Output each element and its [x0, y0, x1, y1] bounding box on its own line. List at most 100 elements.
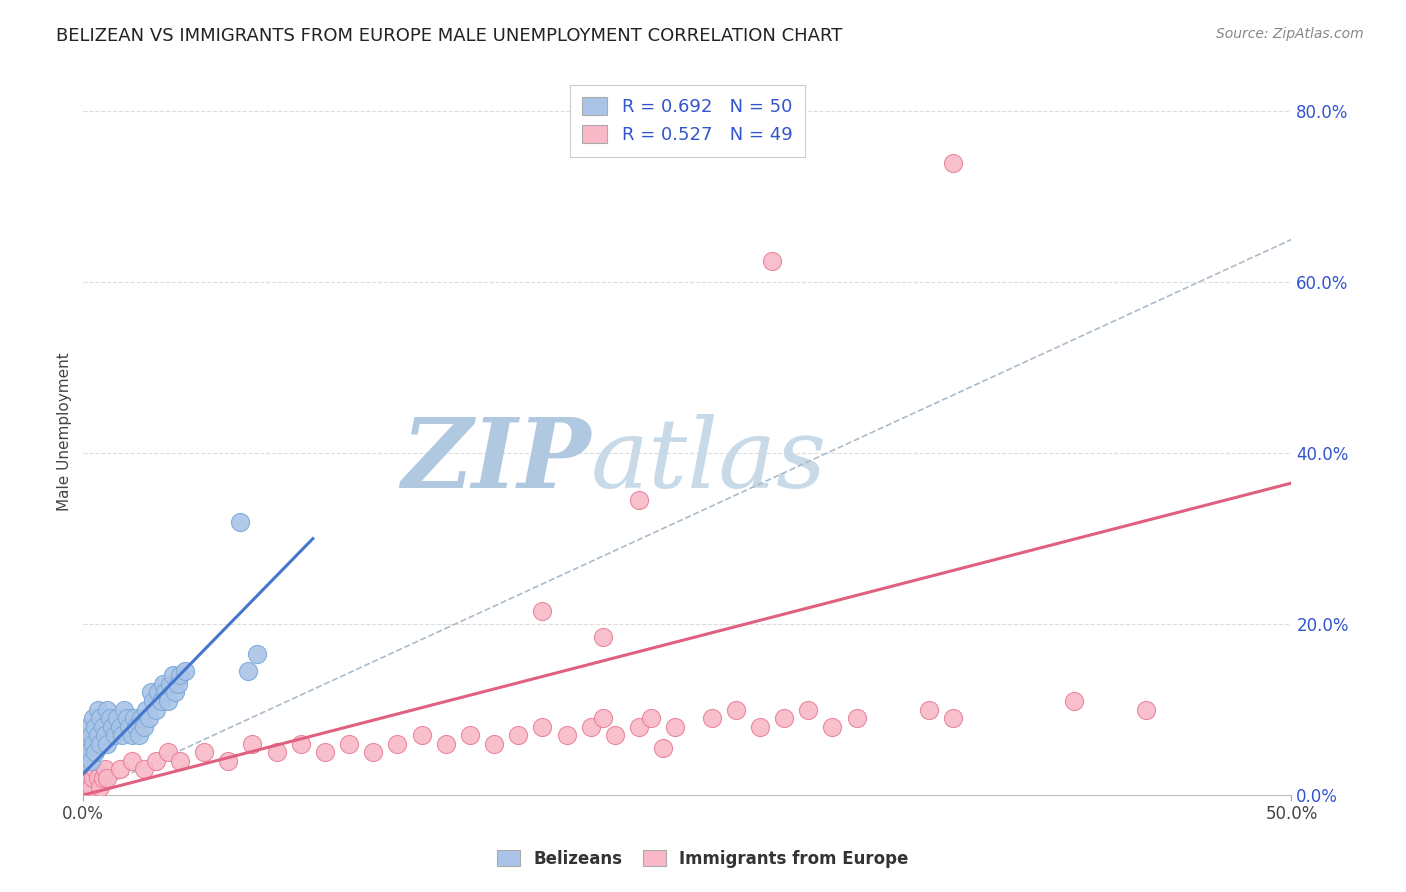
Point — [149, 694, 172, 708]
Point — [290, 737, 312, 751]
Point — [75, 754, 97, 768]
Legend: Belizeans, Immigrants from Europe: Belizeans, Immigrants from Europe — [491, 844, 915, 875]
Point — [592, 711, 614, 725]
Point — [138, 711, 160, 725]
Point — [145, 703, 167, 717]
Point — [152, 677, 174, 691]
Point — [555, 728, 578, 742]
Point — [108, 763, 131, 777]
Point — [91, 720, 114, 734]
Point — [246, 647, 269, 661]
Point — [628, 720, 651, 734]
Point — [121, 754, 143, 768]
Point — [115, 711, 138, 725]
Legend: R = 0.692   N = 50, R = 0.527   N = 49: R = 0.692 N = 50, R = 0.527 N = 49 — [569, 85, 806, 157]
Point — [128, 728, 150, 742]
Point — [84, 745, 107, 759]
Point — [129, 711, 152, 725]
Point — [94, 728, 117, 742]
Point — [314, 745, 336, 759]
Point — [145, 754, 167, 768]
Point — [96, 703, 118, 717]
Point — [797, 703, 820, 717]
Point — [242, 737, 264, 751]
Point — [89, 711, 111, 725]
Point — [942, 155, 965, 169]
Point — [75, 780, 97, 794]
Point — [700, 711, 723, 725]
Point — [87, 728, 110, 742]
Point — [942, 711, 965, 725]
Point — [111, 728, 134, 742]
Point — [122, 711, 145, 725]
Point — [434, 737, 457, 751]
Point — [105, 711, 128, 725]
Point — [98, 711, 121, 725]
Point — [579, 720, 602, 734]
Point — [77, 771, 100, 785]
Point — [82, 711, 104, 725]
Point — [75, 737, 97, 751]
Point — [139, 685, 162, 699]
Point — [125, 720, 148, 734]
Point — [121, 728, 143, 742]
Point — [165, 685, 187, 699]
Point — [82, 737, 104, 751]
Point — [1063, 694, 1085, 708]
Point — [156, 745, 179, 759]
Point — [193, 745, 215, 759]
Point — [458, 728, 481, 742]
Point — [229, 515, 252, 529]
Point — [91, 771, 114, 785]
Y-axis label: Male Unemployment: Male Unemployment — [58, 352, 72, 511]
Point — [361, 745, 384, 759]
Point — [592, 630, 614, 644]
Point — [162, 668, 184, 682]
Text: ZIP: ZIP — [401, 414, 591, 508]
Point — [96, 771, 118, 785]
Point — [531, 604, 554, 618]
Point — [159, 677, 181, 691]
Point — [79, 780, 101, 794]
Point — [118, 720, 141, 734]
Point — [89, 780, 111, 794]
Point — [132, 763, 155, 777]
Point — [748, 720, 770, 734]
Point — [482, 737, 505, 751]
Point — [101, 720, 124, 734]
Text: BELIZEAN VS IMMIGRANTS FROM EUROPE MALE UNEMPLOYMENT CORRELATION CHART: BELIZEAN VS IMMIGRANTS FROM EUROPE MALE … — [56, 27, 842, 45]
Point — [96, 737, 118, 751]
Point — [217, 754, 239, 768]
Point — [918, 703, 941, 717]
Point — [108, 720, 131, 734]
Point — [77, 720, 100, 734]
Point — [821, 720, 844, 734]
Point — [603, 728, 626, 742]
Point — [640, 711, 662, 725]
Point — [84, 763, 107, 777]
Point — [724, 703, 747, 717]
Point — [387, 737, 409, 751]
Point — [142, 694, 165, 708]
Point — [531, 720, 554, 734]
Point — [411, 728, 433, 742]
Point — [132, 720, 155, 734]
Point — [337, 737, 360, 751]
Point — [82, 771, 104, 785]
Text: atlas: atlas — [591, 414, 827, 508]
Point — [79, 754, 101, 768]
Point — [773, 711, 796, 725]
Point — [155, 685, 177, 699]
Point — [169, 754, 191, 768]
Point — [166, 677, 188, 691]
Point — [628, 493, 651, 508]
Point — [104, 728, 127, 742]
Point — [87, 771, 110, 785]
Point — [169, 668, 191, 682]
Point — [845, 711, 868, 725]
Point — [79, 728, 101, 742]
Point — [112, 703, 135, 717]
Point — [87, 703, 110, 717]
Point — [508, 728, 530, 742]
Point — [77, 745, 100, 759]
